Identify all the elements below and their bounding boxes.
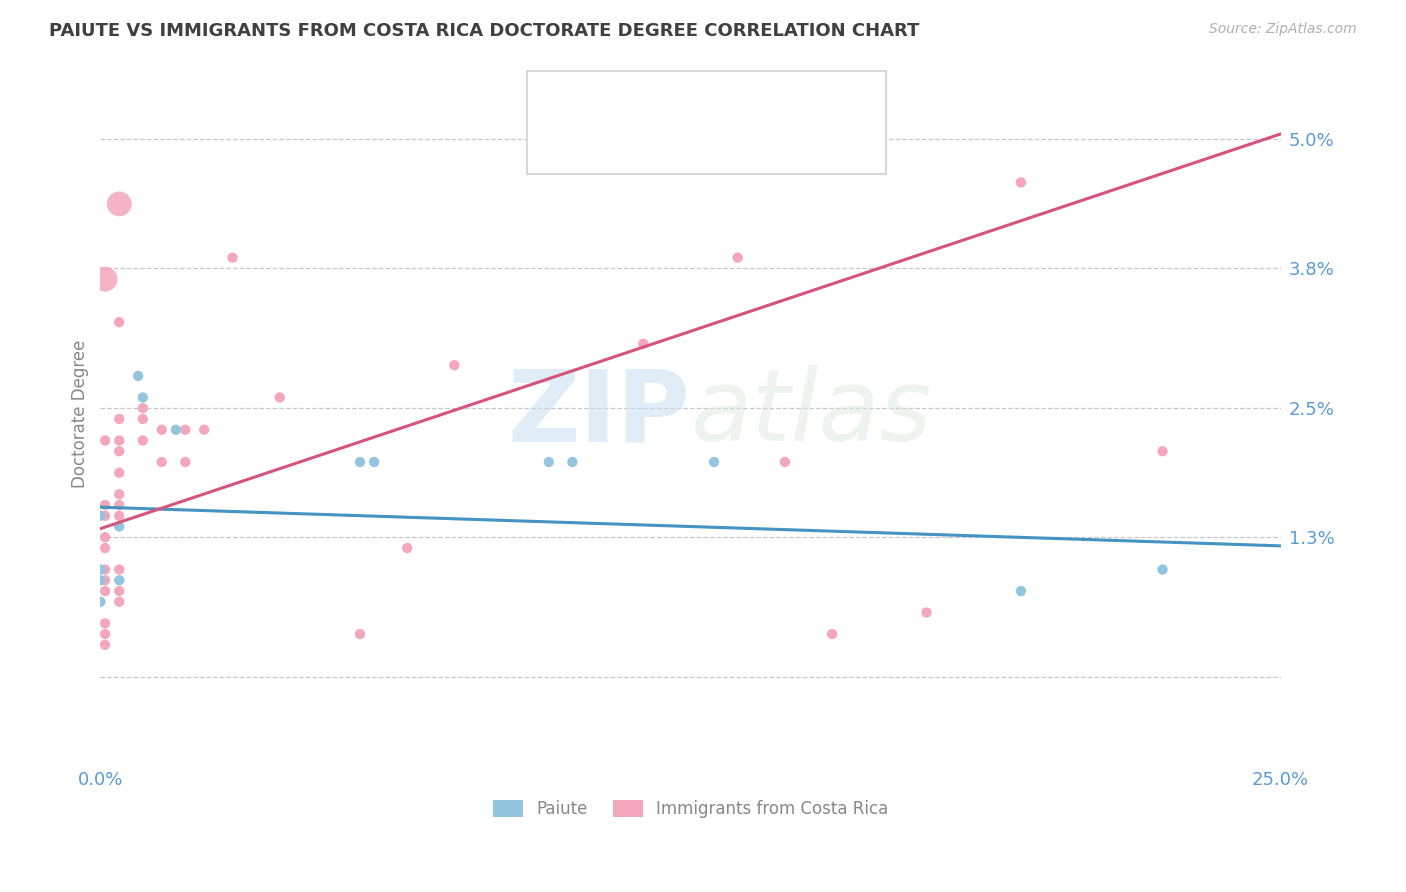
Point bbox=[108, 444, 131, 458]
Point bbox=[108, 487, 131, 501]
Point bbox=[174, 423, 197, 437]
Point bbox=[108, 466, 131, 480]
Point bbox=[89, 508, 111, 523]
Legend: Paiute, Immigrants from Costa Rica: Paiute, Immigrants from Costa Rica bbox=[486, 793, 894, 825]
Text: N = 16: N = 16 bbox=[747, 92, 804, 110]
Point bbox=[94, 434, 117, 448]
Point bbox=[349, 627, 371, 641]
Point bbox=[631, 336, 654, 351]
Point bbox=[915, 606, 938, 620]
Point bbox=[150, 455, 173, 469]
Point bbox=[821, 627, 844, 641]
Point bbox=[561, 455, 583, 469]
Text: atlas: atlas bbox=[690, 365, 932, 462]
Text: PAIUTE VS IMMIGRANTS FROM COSTA RICA DOCTORATE DEGREE CORRELATION CHART: PAIUTE VS IMMIGRANTS FROM COSTA RICA DOC… bbox=[49, 22, 920, 40]
Point bbox=[132, 434, 155, 448]
Point bbox=[89, 574, 111, 588]
Point bbox=[94, 584, 117, 599]
Point bbox=[89, 562, 111, 576]
Point bbox=[108, 434, 131, 448]
Point bbox=[94, 541, 117, 555]
Text: ZIP: ZIP bbox=[508, 365, 690, 462]
Point bbox=[132, 401, 155, 416]
Point bbox=[108, 562, 131, 576]
Point bbox=[108, 519, 131, 533]
Point bbox=[108, 197, 131, 211]
Point bbox=[108, 508, 131, 523]
Text: Source: ZipAtlas.com: Source: ZipAtlas.com bbox=[1209, 22, 1357, 37]
Point bbox=[537, 455, 560, 469]
Point bbox=[108, 498, 131, 512]
Point bbox=[94, 627, 117, 641]
Point bbox=[132, 412, 155, 426]
Point bbox=[174, 455, 197, 469]
Point bbox=[165, 423, 187, 437]
Point bbox=[108, 595, 131, 609]
Text: N = 42: N = 42 bbox=[747, 136, 804, 153]
Point bbox=[127, 368, 149, 383]
Point bbox=[132, 391, 155, 405]
Point bbox=[349, 455, 371, 469]
Point bbox=[94, 562, 117, 576]
Bar bbox=[546, 130, 579, 160]
Point bbox=[1010, 584, 1032, 599]
Point bbox=[108, 574, 131, 588]
Y-axis label: Doctorate Degree: Doctorate Degree bbox=[72, 340, 89, 488]
Point bbox=[443, 358, 465, 372]
Text: R = -0.104: R = -0.104 bbox=[592, 92, 682, 110]
Point bbox=[221, 251, 243, 265]
Point bbox=[94, 272, 117, 286]
Point bbox=[94, 530, 117, 544]
Point bbox=[94, 508, 117, 523]
Point bbox=[269, 391, 291, 405]
Point bbox=[1152, 562, 1174, 576]
Point bbox=[727, 251, 749, 265]
Point bbox=[89, 595, 111, 609]
Point bbox=[94, 574, 117, 588]
Point bbox=[773, 455, 796, 469]
Point bbox=[363, 455, 385, 469]
Text: R =  0.466: R = 0.466 bbox=[592, 136, 681, 153]
Point bbox=[94, 616, 117, 631]
Point bbox=[396, 541, 419, 555]
Point bbox=[108, 412, 131, 426]
Bar bbox=[546, 85, 579, 115]
Point bbox=[108, 584, 131, 599]
Point bbox=[94, 498, 117, 512]
Point bbox=[108, 315, 131, 329]
Point bbox=[193, 423, 215, 437]
Point bbox=[703, 455, 725, 469]
Point bbox=[150, 423, 173, 437]
Point bbox=[94, 638, 117, 652]
Point bbox=[1152, 444, 1174, 458]
Point bbox=[1010, 175, 1032, 189]
